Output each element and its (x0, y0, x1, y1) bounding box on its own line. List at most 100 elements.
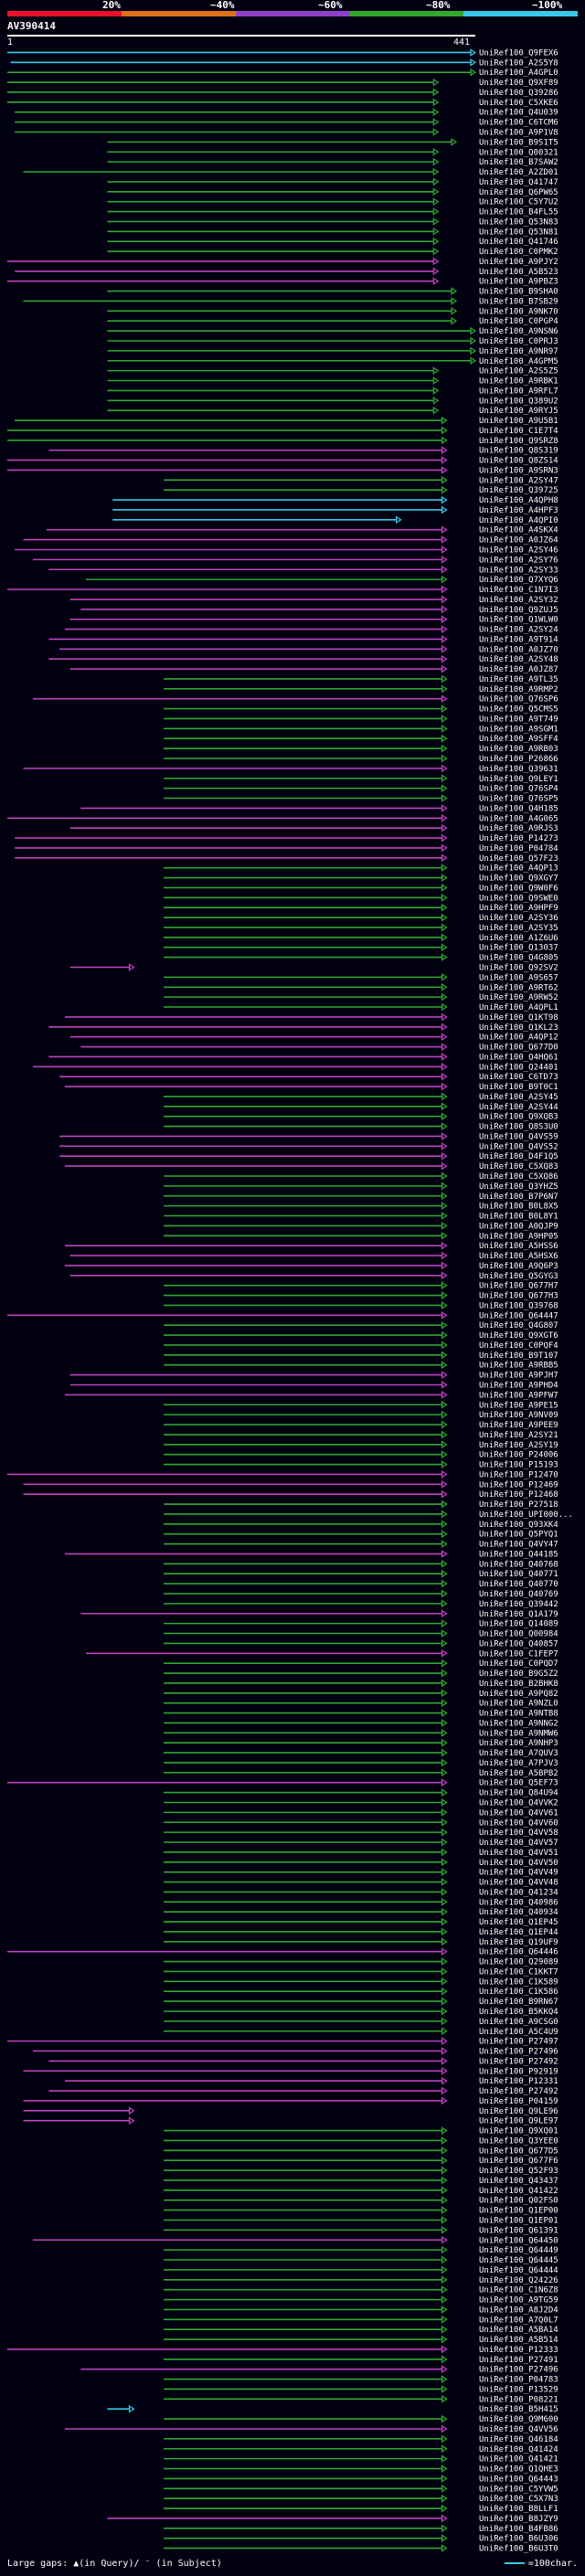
hit-label[interactable]: UniRef100_Q53N83 (479, 217, 558, 227)
hit-label[interactable]: UniRef100_Q5GYG3 (479, 1272, 558, 1281)
hit-label[interactable]: UniRef100_Q64449 (479, 2246, 558, 2255)
hit-label[interactable]: UniRef100_A4QP12 (479, 1034, 558, 1043)
hit-label[interactable]: UniRef100_Q52F93 (479, 2167, 558, 2176)
hit-label[interactable]: UniRef100_A9NZL0 (479, 1700, 558, 1709)
hit-label[interactable]: UniRef100_Q4VV57 (479, 1839, 558, 1848)
hit-label[interactable]: UniRef100_A0JZ70 (479, 645, 558, 654)
hit-label[interactable]: UniRef100_D4F1Q5 (479, 1152, 558, 1161)
hit-label[interactable]: UniRef100_A9NNG2 (479, 1719, 558, 1728)
hit-label[interactable]: UniRef100_B8JZY9 (479, 2515, 558, 2524)
hit-label[interactable]: UniRef100_Q1WLW0 (479, 616, 558, 625)
hit-label[interactable]: UniRef100_A2SY24 (479, 626, 558, 635)
hit-label[interactable]: UniRef100_A2SY45 (479, 1093, 558, 1102)
hit-label[interactable]: UniRef100_C0PGP4 (479, 317, 558, 326)
hit-label[interactable]: UniRef100_A5BPB2 (479, 1769, 558, 1778)
hit-label[interactable]: UniRef100_P12470 (479, 1470, 558, 1479)
hit-label[interactable]: UniRef100_A9SRN3 (479, 466, 558, 475)
hit-label[interactable]: UniRef100_A9U5B1 (479, 417, 558, 426)
hit-label[interactable]: UniRef100_Q39631 (479, 765, 558, 774)
hit-label[interactable]: UniRef100_Q41421 (479, 2455, 558, 2465)
hit-label[interactable]: UniRef100_Q1KT98 (479, 1013, 558, 1023)
hit-label[interactable]: UniRef100_C0PQD7 (479, 1659, 558, 1669)
hit-label[interactable]: UniRef100_A9TG59 (479, 2296, 558, 2306)
hit-label[interactable]: UniRef100_P27491 (479, 2356, 558, 2365)
hit-label[interactable]: UniRef100_Q53N81 (479, 228, 558, 237)
hit-label[interactable]: UniRef100_A2S5Y8 (479, 58, 558, 68)
hit-label[interactable]: UniRef100_A4SKX4 (479, 526, 558, 535)
hit-label[interactable]: UniRef100_Q40768 (479, 1560, 558, 1569)
hit-label[interactable]: UniRef100_A9PE15 (479, 1401, 558, 1410)
hit-label[interactable]: UniRef100_A0JZ64 (479, 536, 558, 546)
hit-label[interactable]: UniRef100_A9PHD4 (479, 1381, 558, 1390)
hit-label[interactable]: UniRef100_Q84U94 (479, 1789, 558, 1798)
hit-label[interactable]: UniRef100_Q4VY47 (479, 1541, 558, 1550)
hit-label[interactable]: UniRef100_Q1A179 (479, 1610, 558, 1619)
hit-label[interactable]: UniRef100_A9TL35 (479, 675, 558, 684)
hit-label[interactable]: UniRef100_A9NHP3 (479, 1739, 558, 1748)
hit-label[interactable]: UniRef100_C1N7I3 (479, 586, 558, 595)
hit-label[interactable]: UniRef100_Q92SV2 (479, 963, 558, 972)
hit-label[interactable]: UniRef100_C0PQF4 (479, 1341, 558, 1351)
hit-label[interactable]: UniRef100_A5C4U9 (479, 2028, 558, 2037)
hit-label[interactable]: UniRef100_A7PJV3 (479, 1759, 558, 1768)
hit-label[interactable]: UniRef100_P12468 (479, 1490, 558, 1500)
hit-label[interactable]: UniRef100_Q4U039 (479, 109, 558, 118)
hit-label[interactable]: UniRef100_Q29089 (479, 1958, 558, 1967)
hit-label[interactable]: UniRef100_B0L8Y1 (479, 1213, 558, 1222)
hit-label[interactable]: UniRef100_C5XQ86 (479, 1172, 558, 1182)
hit-label[interactable]: UniRef100_A9NV09 (479, 1411, 558, 1420)
hit-label[interactable]: UniRef100_Q40771 (479, 1570, 558, 1579)
hit-label[interactable]: UniRef100_P04783 (479, 2376, 558, 2385)
hit-label[interactable]: UniRef100_Q46184 (479, 2435, 558, 2444)
hit-label[interactable]: UniRef100_C5X7N3 (479, 2495, 558, 2504)
hit-label[interactable]: UniRef100_Q1EP44 (479, 1928, 558, 1937)
hit-label[interactable]: UniRef100_Q4H185 (479, 804, 558, 813)
hit-label[interactable]: UniRef100_Q64444 (479, 2266, 558, 2275)
hit-label[interactable]: UniRef100_Q8ZS14 (479, 457, 558, 466)
hit-label[interactable]: UniRef100_Q76SP6 (479, 695, 558, 705)
hit-label[interactable]: UniRef100_A5HSX6 (479, 1252, 558, 1261)
hit-label[interactable]: UniRef100_A9Q6P3 (479, 1262, 558, 1271)
hit-label[interactable]: UniRef100_B9G5Z2 (479, 1670, 558, 1679)
hit-label[interactable]: UniRef100_A9RB03 (479, 745, 558, 754)
hit-label[interactable]: UniRef100_Q9ZUJ5 (479, 606, 558, 615)
hit-label[interactable]: UniRef100_Q4VV61 (479, 1808, 558, 1818)
hit-label[interactable]: UniRef100_A9SFF4 (479, 735, 558, 744)
hit-label[interactable]: UniRef100_A9PEE9 (479, 1421, 558, 1430)
hit-label[interactable]: UniRef100_A9CSG0 (479, 2018, 558, 2027)
hit-label[interactable]: UniRef100_C5XKE6 (479, 99, 558, 108)
hit-label[interactable]: UniRef100_Q39442 (479, 1600, 558, 1609)
hit-label[interactable]: UniRef100_Q4VS59 (479, 1132, 558, 1141)
hit-label[interactable]: UniRef100_Q39725 (479, 486, 558, 495)
hit-label[interactable]: UniRef100_A9NK70 (479, 307, 558, 316)
hit-label[interactable]: UniRef100_C6TCM6 (479, 119, 558, 128)
hit-label[interactable]: UniRef100_Q9W0F6 (479, 884, 558, 893)
hit-label[interactable]: UniRef100_A9RBB5 (479, 1362, 558, 1371)
hit-label[interactable]: UniRef100_Q3YEE0 (479, 2136, 558, 2146)
hit-label[interactable]: UniRef100_Q4G805 (479, 954, 558, 963)
hit-label[interactable]: UniRef100_P12331 (479, 2077, 558, 2086)
hit-label[interactable]: UniRef100_A2SY19 (479, 1441, 558, 1450)
hit-label[interactable]: UniRef100_C5XQ83 (479, 1162, 558, 1171)
hit-label[interactable]: UniRef100_Q24401 (479, 1063, 558, 1072)
hit-label[interactable]: UniRef100_Q4VV60 (479, 1818, 558, 1828)
hit-label[interactable]: UniRef100_A4G065 (479, 814, 558, 823)
hit-label[interactable]: UniRef100_C0PMK2 (479, 248, 558, 257)
hit-label[interactable]: UniRef100_A9PFW7 (479, 1391, 558, 1400)
hit-label[interactable]: UniRef100_P08221 (479, 2395, 558, 2404)
hit-label[interactable]: UniRef100_A9RYJ5 (479, 407, 558, 416)
hit-label[interactable]: UniRef100_Q9XF89 (479, 79, 558, 88)
hit-label[interactable]: UniRef100_B6U306 (479, 2535, 558, 2544)
hit-label[interactable]: UniRef100_A5B523 (479, 268, 558, 277)
hit-label[interactable]: UniRef100_A9NTB8 (479, 1710, 558, 1719)
hit-label[interactable]: UniRef100_Q40857 (479, 1639, 558, 1648)
hit-label[interactable]: UniRef100_Q4VV49 (479, 1869, 558, 1878)
hit-label[interactable]: UniRef100_Q40769 (479, 1590, 558, 1599)
hit-label[interactable]: UniRef100_Q41746 (479, 238, 558, 247)
hit-label[interactable]: UniRef100_A2SY36 (479, 914, 558, 923)
hit-label[interactable]: UniRef100_A2ZD01 (479, 168, 558, 177)
hit-label[interactable]: UniRef100_B9SHA0 (479, 288, 558, 297)
hit-label[interactable]: UniRef100_Q41234 (479, 1888, 558, 1897)
hit-label[interactable]: UniRef100_C1K589 (479, 1977, 558, 1987)
hit-label[interactable]: UniRef100_P27496 (479, 2366, 558, 2375)
